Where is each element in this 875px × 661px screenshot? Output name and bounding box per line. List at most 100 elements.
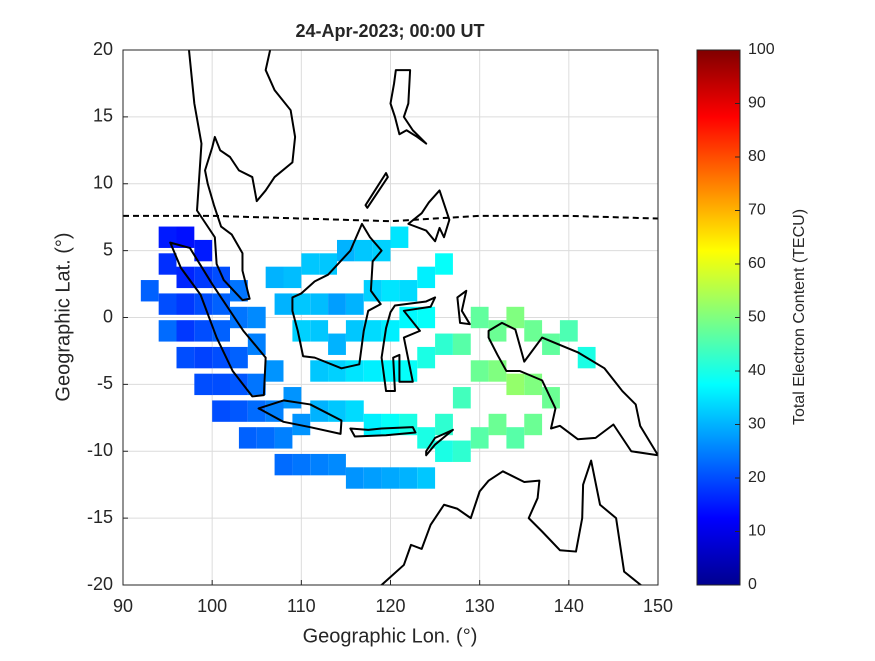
tec-cell [559,320,578,342]
y-tick-label: 10 [93,173,113,193]
tec-cell [140,280,159,302]
tec-cell [158,226,177,248]
tec-cell [176,226,195,248]
tec-cell [158,253,177,275]
tec-cell [363,360,382,382]
tec-cell [158,320,177,342]
tec-cell [310,360,329,382]
tec-cell [176,346,195,369]
tec-cell [381,467,400,489]
tec-cell [194,373,213,396]
tec-cell [319,253,337,275]
tec-cell [345,400,364,422]
y-tick-label: -15 [87,507,113,527]
tec-cell [292,293,311,315]
tec-cell [274,427,293,449]
tec-cell [274,453,293,476]
tec-cell [328,453,346,476]
tec-cell [488,360,507,382]
coastline [382,297,436,391]
tec-cell [176,320,195,342]
colorbar-tick-label: 60 [748,255,766,272]
tec-cell [337,239,355,262]
tec-cell [247,400,266,422]
coastline [391,70,427,144]
tec-cell [176,293,195,315]
tec-cell [399,413,418,436]
coastline [366,173,388,208]
colorbar-tick-label: 70 [748,202,766,219]
tec-cell [328,333,346,355]
tec-cell [328,293,346,315]
tec-cell [292,453,311,476]
tec-cell [283,266,302,289]
tec-cell [274,293,293,315]
x-tick-label: 120 [375,596,405,616]
x-tick-label: 140 [554,596,584,616]
coastline [489,323,658,455]
y-tick-label: 5 [103,239,113,259]
tec-cell [506,373,525,396]
coastline [350,427,415,436]
coastline [292,224,381,368]
tec-cell [230,346,248,369]
tec-cell [247,306,266,329]
coastlines [123,50,658,612]
tec-cell [524,320,543,342]
tec-cell [230,306,248,329]
tec-cell [506,306,525,329]
tec-cell [470,360,489,382]
tec-cell [212,400,230,422]
tec-cell [265,400,284,422]
tec-cell [452,333,471,355]
tec-cell [417,427,436,449]
y-tick-label: -20 [87,574,113,594]
tec-cell [435,333,453,355]
tec-cell [435,253,453,275]
tec-cell [363,320,382,342]
y-tick-label: 0 [103,306,113,326]
x-tick-label: 130 [465,596,495,616]
tec-cell [212,293,230,315]
tec-cell [230,280,248,302]
colorbar [696,49,741,586]
colorbar-tick-label: 30 [748,416,766,433]
tec-cell [265,360,284,382]
y-tick-label: 20 [93,39,113,59]
coastline [170,243,265,397]
tec-cell [417,346,436,369]
tec-cell [345,320,364,342]
tec-cell [506,427,525,449]
tec-cell [363,467,382,489]
colorbar-tick-label: 100 [748,41,775,58]
tec-cell [247,333,266,355]
y-tick-label: -10 [87,440,113,460]
tec-cell [310,320,329,342]
tec-cell [524,413,543,436]
tec-cell [310,293,329,315]
tec-cell [238,427,257,449]
tec-cell [363,280,382,302]
tec-cell [345,293,364,315]
colorbar-tick-label: 90 [748,95,766,112]
colorbar-tick-label: 50 [748,309,766,326]
tec-cell [470,306,489,329]
tec-cell [381,280,400,302]
tec-cell [230,373,248,396]
colorbar-label: Total Electron Content (TECU) [791,209,808,425]
x-axis-label: Geographic Lon. (°) [303,625,478,647]
tec-cell [194,346,213,369]
tec-cell [435,440,453,462]
x-tick-label: 110 [287,596,316,616]
tec-cell [488,413,507,436]
tec-cell [417,306,436,329]
tec-cell [194,320,213,342]
x-tick-label: 100 [197,596,227,616]
coastline [333,461,658,612]
x-tick-label: 150 [643,596,673,616]
tec-cell [310,453,329,476]
tec-cell [399,360,418,382]
x-tick-label: 90 [113,596,133,616]
tec-cell [381,413,400,436]
